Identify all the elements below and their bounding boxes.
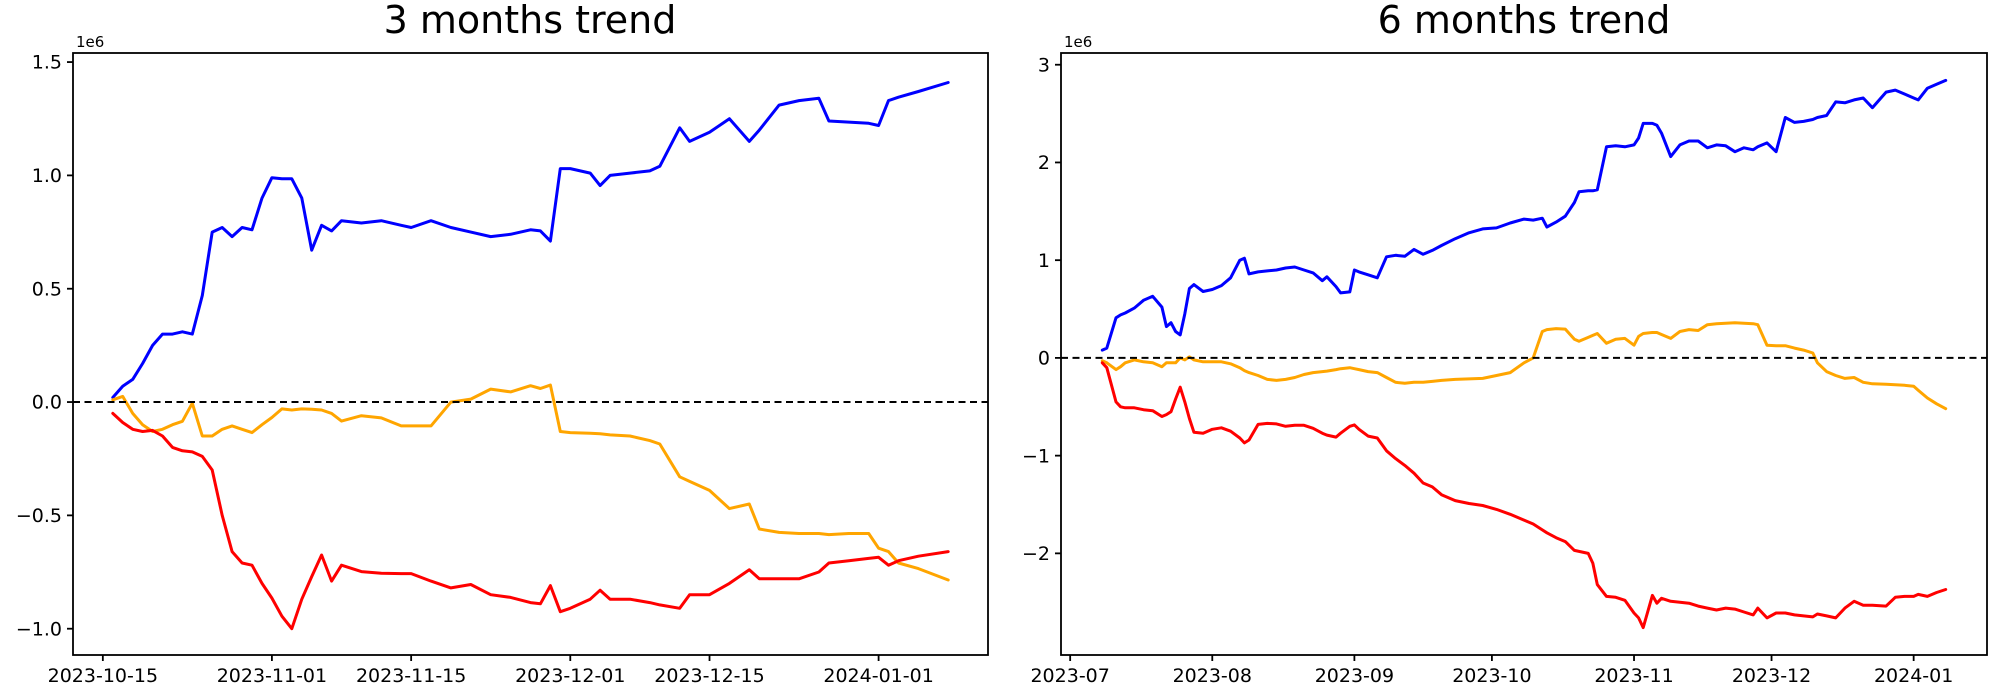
x-tick-label: 2024-01 bbox=[1874, 665, 1953, 687]
series-line-orange bbox=[1100, 321, 1948, 411]
y-tick-label: −1 bbox=[1022, 445, 1050, 467]
x-tick-label: 2023-12-15 bbox=[654, 665, 764, 687]
y-tick-label: 0.5 bbox=[32, 278, 62, 300]
y-tick-label: 1.0 bbox=[32, 165, 62, 187]
y-tick-label: −0.5 bbox=[16, 505, 62, 527]
x-tick-label: 2024-01-01 bbox=[823, 665, 933, 687]
y-tick-label: 2 bbox=[1038, 152, 1050, 174]
series-line-blue bbox=[1100, 78, 1948, 352]
y-axis-offset-label: 1e6 bbox=[76, 33, 104, 51]
plot-area: 1.5 1.0 0.5 0.0 −0.5 −1.0 2023-10-15 2023-11-01… bbox=[16, 52, 989, 687]
y-axis-offset-label: 1e6 bbox=[1064, 33, 1092, 51]
chart-3-months-trend: 3 months trend 1e6 1.5 1.0 0.5 0.0 −0.5 −1.0 2… bbox=[16, 0, 989, 687]
plot-area: 3 2 1 0 −1 −2 2023-07 2023-08 2023-09 2023-10 2023… bbox=[1022, 52, 1988, 687]
y-tick-label: 0 bbox=[1038, 348, 1050, 370]
chart-6-months-trend: 6 months trend 1e6 3 2 1 0 −1 −2 2023-07 2023-0… bbox=[1022, 0, 1988, 687]
chart-title: 6 months trend bbox=[1378, 0, 1671, 42]
axes-frame bbox=[72, 52, 989, 656]
y-tick-label: 1 bbox=[1038, 250, 1050, 272]
x-tick-label: 2023-10 bbox=[1452, 665, 1531, 687]
y-tick-label: −1.0 bbox=[16, 618, 62, 640]
x-tick-label: 2023-12-01 bbox=[515, 665, 625, 687]
y-tick-label: 0.0 bbox=[32, 392, 62, 414]
x-tick-label: 2023-11-01 bbox=[217, 665, 327, 687]
x-tick-label: 2023-07 bbox=[1030, 665, 1109, 687]
y-tick-label: −2 bbox=[1022, 543, 1050, 565]
axes-frame bbox=[1060, 52, 1988, 656]
y-tick-label: 1.5 bbox=[32, 52, 62, 74]
series-line-blue bbox=[111, 81, 950, 399]
series-line-red bbox=[111, 411, 950, 631]
chart-title: 3 months trend bbox=[384, 0, 677, 42]
y-tick-label: 3 bbox=[1038, 54, 1050, 76]
x-tick-label: 2023-09 bbox=[1315, 665, 1394, 687]
x-tick-label: 2023-11-15 bbox=[356, 665, 466, 687]
x-tick-label: 2023-10-15 bbox=[48, 665, 158, 687]
series-line-red bbox=[1100, 361, 1948, 630]
x-tick-label: 2023-11 bbox=[1594, 665, 1673, 687]
x-tick-label: 2023-08 bbox=[1173, 665, 1252, 687]
x-tick-label: 2023-12 bbox=[1732, 665, 1811, 687]
series-line-orange bbox=[111, 383, 950, 582]
